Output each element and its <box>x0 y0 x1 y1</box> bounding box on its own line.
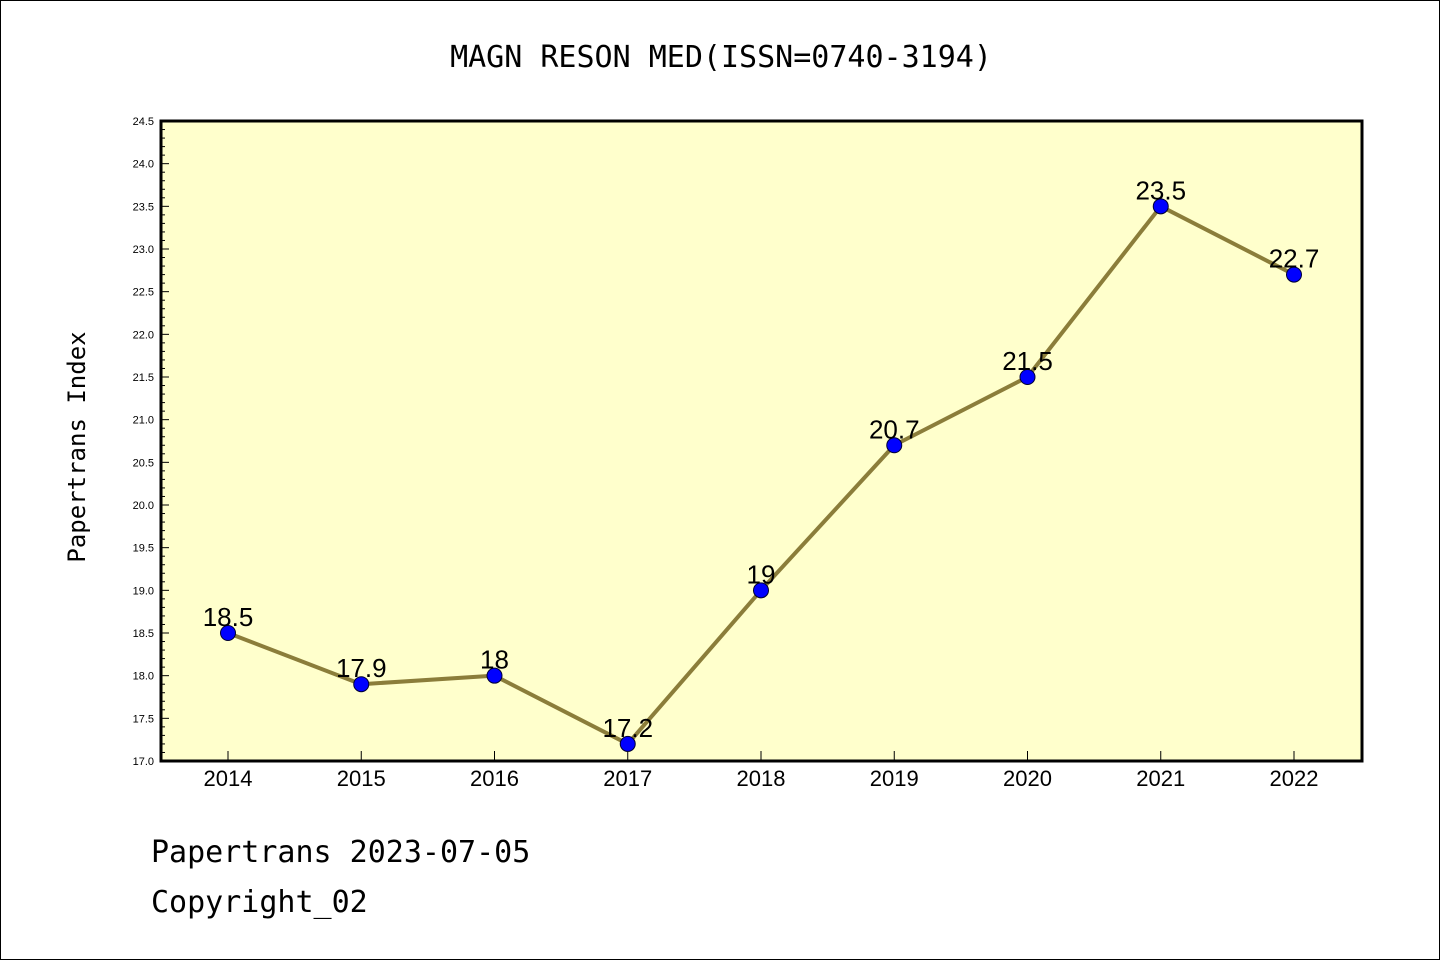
x-tick-label: 2020 <box>1003 766 1052 791</box>
plot-border <box>159 119 1364 763</box>
x-tick-label: 2017 <box>603 766 652 791</box>
x-tick-label: 2022 <box>1270 766 1319 791</box>
x-tick-label: 2019 <box>870 766 919 791</box>
x-tick-label: 2021 <box>1136 766 1185 791</box>
data-point <box>1286 266 1302 283</box>
y-axis-label: Papertrans Index <box>63 331 91 562</box>
y-tick-label: 23.5 <box>133 201 154 213</box>
data-label: 20.7 <box>869 414 920 444</box>
data-label: 18 <box>480 645 509 675</box>
y-tick-label: 21.5 <box>133 372 154 384</box>
data-label: 19 <box>747 559 776 589</box>
y-tick-label: 23.0 <box>133 244 154 256</box>
x-tick-label: 2015 <box>337 766 386 791</box>
data-label: 22.7 <box>1269 244 1320 274</box>
y-tick-label: 20.0 <box>133 500 154 512</box>
data-point <box>1019 369 1036 385</box>
data-point <box>486 667 503 684</box>
y-tick-label: 19.0 <box>133 585 154 597</box>
data-point <box>1152 198 1169 215</box>
x-tick-label: 2018 <box>737 766 786 791</box>
data-label: 18.5 <box>203 602 254 632</box>
data-label: 21.5 <box>1002 346 1053 376</box>
markers-group <box>220 198 1302 752</box>
y-tick-label: 22.5 <box>133 287 154 299</box>
y-tick-label: 24.5 <box>133 116 154 128</box>
data-labels-group: 18.5 17.9 18 17.2 19 20.7 21.5 23.5 22.7 <box>203 175 1320 743</box>
data-label: 17.2 <box>602 713 653 743</box>
y-tick-label: 19.5 <box>133 543 154 555</box>
data-point <box>619 735 636 752</box>
y-tick-label: 17.0 <box>133 756 154 768</box>
data-point <box>886 437 903 454</box>
y-tick-label: 21.0 <box>133 415 154 427</box>
y-axis: 17.0 17.5 18.0 18.5 19.0 19.5 20.0 20.5 21.0 21.5… <box>133 116 169 768</box>
y-tick-label: 18.5 <box>133 628 154 640</box>
y-tick-label: 24.0 <box>133 159 154 171</box>
x-tick-label: 2016 <box>470 766 519 791</box>
data-label: 17.9 <box>336 653 387 683</box>
y-tick-label: 22.0 <box>133 329 154 341</box>
plot-area <box>161 121 1362 761</box>
y-tick-label: 20.5 <box>133 457 154 469</box>
data-point <box>220 625 236 641</box>
footer-date: Papertrans 2023-07-05 <box>151 835 531 870</box>
data-point <box>353 676 370 693</box>
chart-title: MAGN RESON MED(ISSN=0740-3194) <box>450 40 992 75</box>
data-point <box>753 582 769 599</box>
x-tick-label: 2014 <box>204 766 253 791</box>
data-label: 23.5 <box>1135 175 1186 205</box>
x-axis: 2014 2015 2016 2017 2018 2019 2020 2021 2022 <box>204 751 1319 791</box>
y-tick-label: 17.5 <box>133 713 154 725</box>
y-tick-label: 18.0 <box>133 671 154 683</box>
footer-copyright: Copyright_02 <box>151 885 368 920</box>
